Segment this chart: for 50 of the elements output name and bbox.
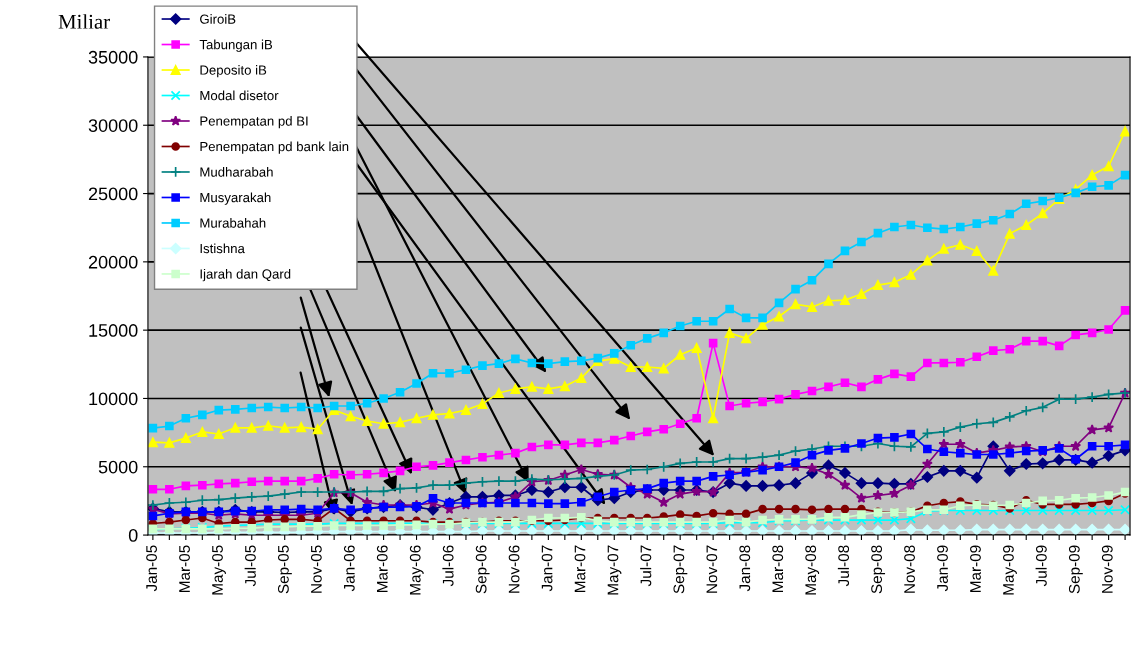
- legend-label: Deposito iB: [200, 65, 267, 78]
- x-tick-label: Jul-07: [640, 545, 652, 587]
- x-tick-label: Jul-09: [1035, 545, 1047, 587]
- x-tick-label: Sep-06: [475, 545, 490, 594]
- x-tick-label: Nov-06: [508, 545, 520, 593]
- x-tick-label: Jan-06: [343, 545, 355, 592]
- x-tick-label: Sep-07: [673, 545, 688, 594]
- x-tick-label: Sep-09: [1068, 545, 1083, 594]
- legend-label: GiroiB: [200, 14, 236, 24]
- legend-label: Modal disetor: [200, 90, 279, 101]
- legend-label: Penempatan pd BI: [200, 116, 308, 129]
- x-tick-label: Jul-08: [837, 545, 850, 587]
- y-tick-label: 10000: [89, 392, 138, 406]
- x-tick-label: Jan-05: [146, 545, 157, 592]
- x-tick-label: Jan-09: [937, 545, 948, 592]
- x-tick-label: Jul-06: [442, 545, 454, 587]
- x-tick-label: May-06: [409, 545, 424, 595]
- y-tick-label: 0: [128, 529, 138, 542]
- x-tick-label: May-09: [1003, 545, 1017, 595]
- x-tick-label: Mar-05: [179, 545, 190, 592]
- x-tick-label: May-05: [212, 545, 226, 595]
- y-tick-label: 35000: [88, 50, 138, 64]
- x-tick-label: Mar-06: [376, 545, 388, 592]
- x-tick-label: Nov-08: [904, 545, 915, 593]
- x-tick-label: Jan-08: [739, 545, 751, 592]
- y-tick-label: 5000: [98, 460, 138, 474]
- x-tick-label: Mar-08: [772, 545, 784, 592]
- y-tick-label: 25000: [88, 187, 138, 201]
- x-tick-label: Nov-09: [1101, 545, 1113, 593]
- legend-label: Musyarakah: [200, 192, 271, 205]
- legend-label: Murabahah: [200, 218, 266, 228]
- x-tick-label: May-08: [805, 545, 820, 595]
- x-tick-label: Nov-05: [310, 545, 322, 593]
- y-axis-title: Miliar: [58, 14, 110, 29]
- legend-label: Penempatan pd bank lain: [200, 141, 349, 154]
- legend-label: Ijarah dan Qard: [200, 269, 291, 282]
- x-tick-label: Mar-09: [970, 545, 981, 592]
- y-tick-label: 30000: [88, 119, 138, 132]
- x-tick-label: Sep-05: [277, 545, 292, 594]
- x-tick-label: Mar-07: [574, 545, 586, 592]
- x-tick-label: May-07: [607, 545, 622, 595]
- x-tick-label: Jan-07: [541, 545, 553, 592]
- x-tick-label: Sep-08: [871, 545, 886, 594]
- x-tick-label: Jul-05: [244, 545, 256, 587]
- y-tick-label: 20000: [88, 255, 138, 269]
- legend-label: Mudharabah: [200, 167, 273, 177]
- legend-label: Istishna: [200, 243, 245, 254]
- legend-label: Tabungan iB: [199, 39, 273, 52]
- x-tick-label: Nov-07: [706, 545, 718, 593]
- y-tick-label: 15000: [89, 324, 138, 337]
